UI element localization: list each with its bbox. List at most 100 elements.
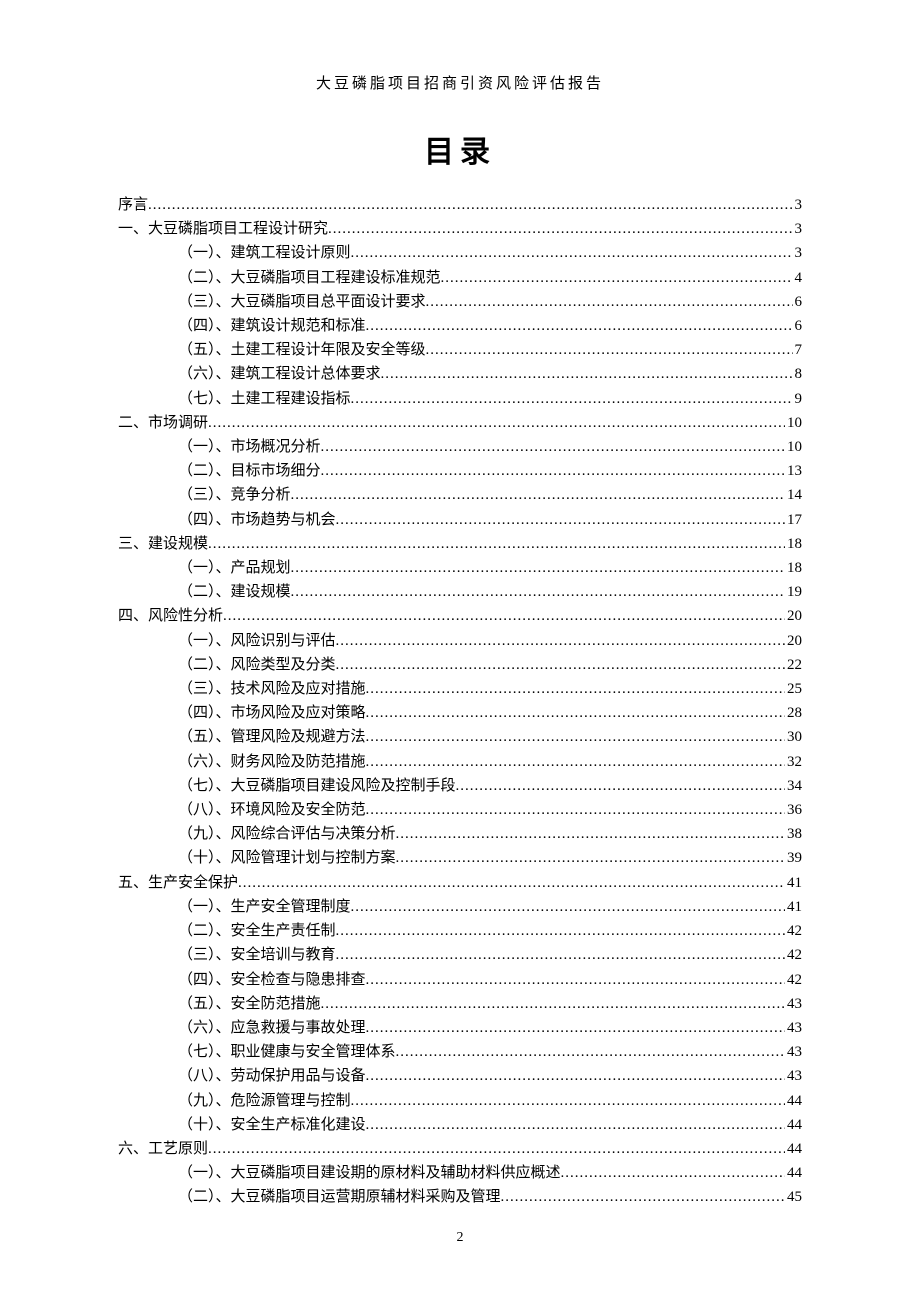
toc-entry-label: （五）、安全防范措施: [178, 992, 321, 1016]
toc-entry-page: 41: [785, 871, 802, 895]
toc-entry: （七）、大豆磷脂项目建设风险及控制手段34: [118, 774, 802, 798]
toc-entry-page: 19: [785, 580, 802, 604]
toc-entry-page: 13: [785, 459, 802, 483]
toc-entry: （四）、安全检查与隐患排查42: [118, 968, 802, 992]
toc-title: 目录: [118, 127, 802, 171]
toc-entry-page: 39: [785, 846, 802, 870]
toc-entry: （二）、安全生产责任制42: [118, 919, 802, 943]
toc-entry: 三、建设规模 18: [118, 532, 802, 556]
toc-entry: （一）、大豆磷脂项目建设期的原材料及辅助材料供应概述44: [118, 1161, 802, 1185]
toc-leader-dots: [321, 459, 785, 483]
toc-entry: （二）、建设规模19: [118, 580, 802, 604]
toc-entry-label: （二）、风险类型及分类: [178, 653, 336, 677]
toc-entry: （八）、环境风险及安全防范 36: [118, 798, 802, 822]
toc-leader-dots: [351, 241, 793, 265]
toc-entry: 五、生产安全保护 41: [118, 871, 802, 895]
document-header: 大豆磷脂项目招商引资风险评估报告: [118, 72, 802, 93]
toc-entry: （二）、目标市场细分 13: [118, 459, 802, 483]
toc-leader-dots: [366, 725, 785, 749]
toc-entry-label: （三）、大豆磷脂项目总平面设计要求: [178, 290, 426, 314]
toc-leader-dots: [501, 1185, 785, 1209]
toc-leader-dots: [456, 774, 785, 798]
toc-leader-dots: [291, 483, 785, 507]
toc-leader-dots: [366, 1016, 785, 1040]
toc-entry-label: （一）、生产安全管理制度: [178, 895, 351, 919]
toc-leader-dots: [366, 1064, 785, 1088]
toc-leader-dots: [366, 677, 785, 701]
toc-leader-dots: [208, 1137, 785, 1161]
toc-entry-label: 六、工艺原则: [118, 1137, 208, 1161]
toc-entry-label: （六）、应急救援与事故处理: [178, 1016, 366, 1040]
toc-entry: 四、风险性分析20: [118, 604, 802, 628]
toc-entry-page: 4: [793, 266, 803, 290]
toc-leader-dots: [396, 1040, 785, 1064]
toc-entry: （九）、风险综合评估与决策分析38: [118, 822, 802, 846]
toc-entry: （三）、技术风险及应对措施25: [118, 677, 802, 701]
toc-entry-page: 42: [785, 968, 802, 992]
toc-leader-dots: [336, 653, 785, 677]
toc-entry-page: 14: [785, 483, 802, 507]
toc-entry-label: （一）、风险识别与评估: [178, 629, 336, 653]
toc-entry-label: （十）、风险管理计划与控制方案: [178, 846, 396, 870]
toc-entry-label: 三、建设规模: [118, 532, 208, 556]
toc-entry-label: （一）、建筑工程设计原则: [178, 241, 351, 265]
toc-entry-label: （九）、危险源管理与控制: [178, 1089, 351, 1113]
toc-entry-page: 10: [785, 411, 802, 435]
toc-entry-page: 43: [785, 1040, 802, 1064]
toc-entry: （六）、建筑工程设计总体要求 8: [118, 362, 802, 386]
toc-entry-page: 18: [785, 556, 802, 580]
toc-entry-page: 28: [785, 701, 802, 725]
toc-entry-page: 18: [785, 532, 802, 556]
toc-entry-page: 45: [785, 1185, 802, 1209]
toc-entry-label: （七）、职业健康与安全管理体系: [178, 1040, 396, 1064]
toc-entry-page: 44: [785, 1137, 802, 1161]
toc-entry: （一）、市场概况分析10: [118, 435, 802, 459]
toc-entry: 六、工艺原则 44: [118, 1137, 802, 1161]
toc-entry: （三）、竞争分析 14: [118, 483, 802, 507]
toc-entry-page: 8: [793, 362, 803, 386]
toc-entry: （一）、生产安全管理制度 41: [118, 895, 802, 919]
toc-entry: （十）、风险管理计划与控制方案 39: [118, 846, 802, 870]
toc-leader-dots: [328, 217, 792, 241]
toc-entry-label: （三）、竞争分析: [178, 483, 291, 507]
toc-entry-label: （三）、安全培训与教育: [178, 943, 336, 967]
toc-leader-dots: [208, 411, 785, 435]
toc-entry: （五）、管理风险及规避方法30: [118, 725, 802, 749]
toc-leader-dots: [336, 943, 785, 967]
toc-entry-label: （六）、建筑工程设计总体要求: [178, 362, 381, 386]
toc-entry-page: 41: [785, 895, 802, 919]
toc-entry: （七）、职业健康与安全管理体系 43: [118, 1040, 802, 1064]
toc-entry: 二、市场调研 10: [118, 411, 802, 435]
toc-entry-label: （七）、大豆磷脂项目建设风险及控制手段: [178, 774, 456, 798]
toc-leader-dots: [366, 968, 785, 992]
toc-entry-page: 36: [785, 798, 802, 822]
toc-entry-label: （八）、环境风险及安全防范: [178, 798, 366, 822]
toc-leader-dots: [366, 314, 793, 338]
toc-entry-label: （二）、安全生产责任制: [178, 919, 336, 943]
toc-entry-page: 44: [785, 1089, 802, 1113]
toc-entry-page: 3: [793, 217, 803, 241]
toc-leader-dots: [351, 1089, 785, 1113]
toc-entry: （九）、危险源管理与控制 44: [118, 1089, 802, 1113]
toc-entry-page: 9: [793, 387, 803, 411]
toc-entry-page: 30: [785, 725, 802, 749]
toc-leader-dots: [366, 1113, 785, 1137]
toc-leader-dots: [561, 1161, 785, 1185]
toc-entry: （一）、产品规划18: [118, 556, 802, 580]
toc-entry-label: 五、生产安全保护: [118, 871, 238, 895]
toc-leader-dots: [396, 846, 785, 870]
toc-entry-label: 二、市场调研: [118, 411, 208, 435]
toc-leader-dots: [223, 604, 785, 628]
toc-entry: （二）、风险类型及分类22: [118, 653, 802, 677]
toc-entry-page: 38: [785, 822, 802, 846]
toc-leader-dots: [336, 919, 785, 943]
toc-entry-label: （一）、大豆磷脂项目建设期的原材料及辅助材料供应概述: [178, 1161, 561, 1185]
toc-entry-label: （二）、目标市场细分: [178, 459, 321, 483]
toc-leader-dots: [381, 362, 793, 386]
toc-entry-label: （二）、大豆磷脂项目运营期原辅材料采购及管理: [178, 1185, 501, 1209]
toc-entry-page: 6: [793, 290, 803, 314]
toc-entry-page: 20: [785, 629, 802, 653]
toc-entry-label: （四）、市场趋势与机会: [178, 508, 336, 532]
toc-entry-page: 3: [793, 193, 803, 217]
toc-entry: （一）、建筑工程设计原则3: [118, 241, 802, 265]
